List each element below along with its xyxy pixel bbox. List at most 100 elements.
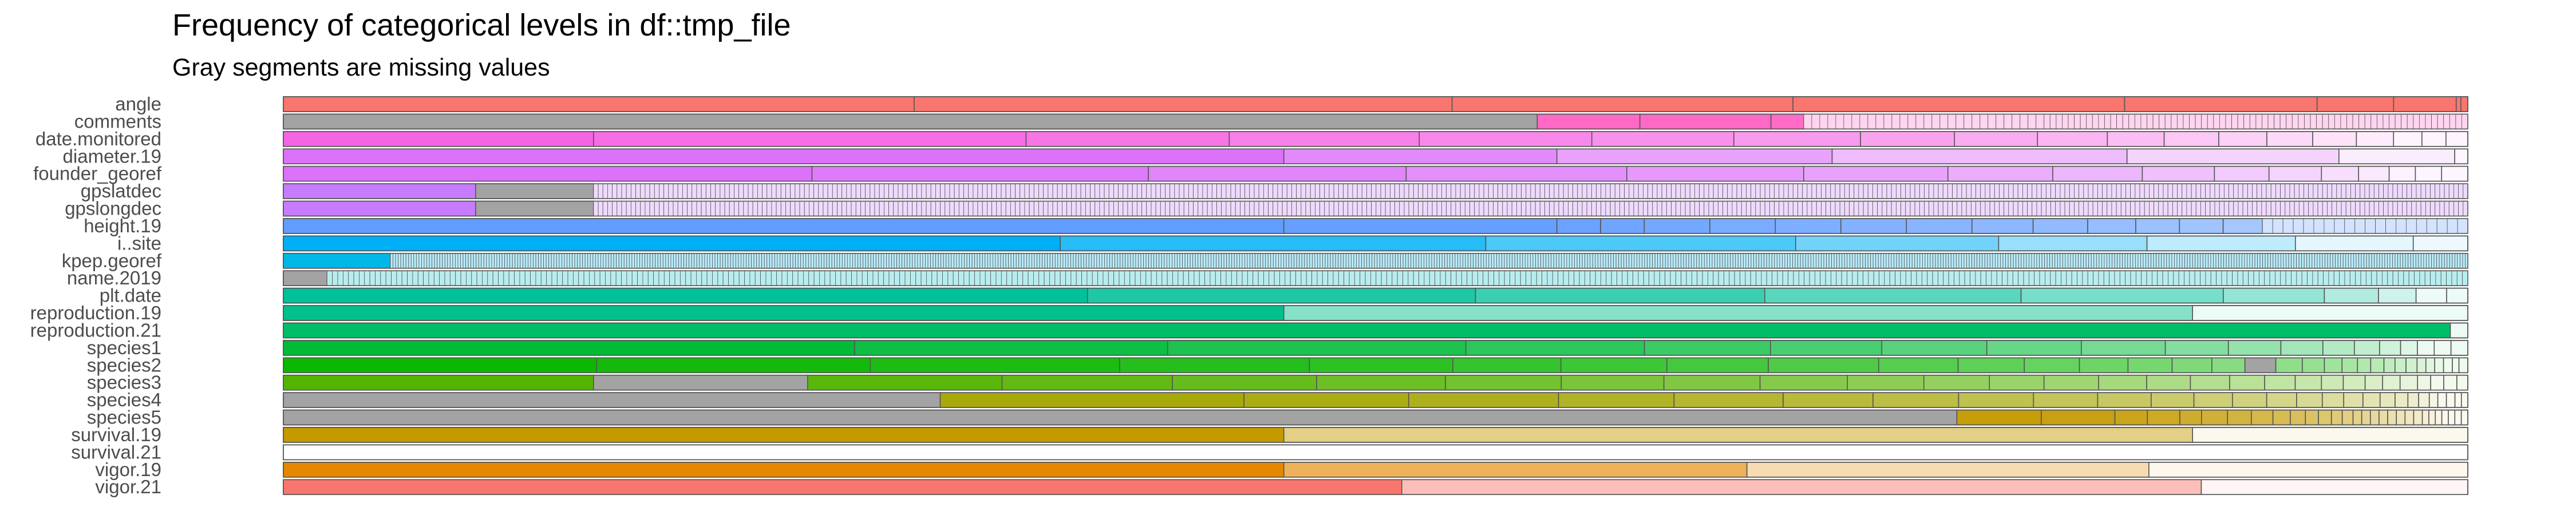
bar-segment [1657, 253, 1661, 269]
bar-segment [1894, 253, 1897, 269]
bar-segment [1863, 183, 1868, 199]
bar-segment [618, 253, 622, 269]
bar-segment [840, 270, 847, 286]
bar-segment [1455, 201, 1461, 216]
bar-segment [2107, 253, 2110, 269]
bar-segment [1464, 183, 1470, 199]
bar-segment [2387, 409, 2397, 426]
bar-segment [1123, 201, 1128, 216]
bar-segment [2087, 218, 2136, 234]
bar-outline [283, 340, 2468, 356]
bar-segment [1884, 270, 1890, 286]
bar-segment [2393, 131, 2423, 147]
bar-segment [2392, 253, 2396, 269]
bar-segment [1057, 253, 1061, 269]
bar-segment [391, 270, 397, 286]
bar-segment [2443, 357, 2453, 374]
bar-segment [926, 270, 933, 286]
bar-segment [1807, 201, 1812, 216]
bar-segment [931, 270, 938, 286]
bar-segment [447, 253, 451, 269]
bar-segment [935, 253, 939, 269]
bar-segment [752, 201, 758, 216]
bar-segment [958, 270, 965, 286]
bar-segment [2125, 270, 2131, 286]
bar-segment [2064, 183, 2070, 199]
bar-segment [2460, 96, 2468, 112]
bar-segment [1000, 253, 1003, 269]
bar-segment [858, 253, 861, 269]
bar-segment [1316, 374, 1446, 391]
bar-segment [2273, 253, 2276, 269]
bar-segment [2421, 131, 2447, 147]
bar-segment [1647, 253, 1650, 269]
bar-segment [1441, 253, 1445, 269]
bar-segment [2210, 253, 2214, 269]
bar-segment [2309, 253, 2313, 269]
bar-segment [1020, 183, 1025, 199]
bar-segment [1327, 253, 1331, 269]
bar-segment [2148, 462, 2468, 478]
bar-segment [1080, 201, 1086, 216]
bar-segment [743, 253, 746, 269]
bar-segment [1330, 253, 1334, 269]
bar-segment [1174, 183, 1180, 199]
bar-segment [1211, 183, 1217, 199]
bar-segment [1531, 270, 1537, 286]
bar-segment [1857, 270, 1863, 286]
bar-segment [1402, 253, 1406, 269]
bar-segment [548, 253, 552, 269]
bar-segment [1741, 183, 1747, 199]
bar-segment [1161, 270, 1168, 286]
bar-segment [947, 270, 954, 286]
bar-segment [1814, 270, 1821, 286]
bar-segment [1247, 270, 1254, 286]
bar-segment [959, 253, 962, 269]
bar-segment [2332, 183, 2337, 199]
bar-segment [1411, 253, 1414, 269]
bar-segment [283, 462, 1285, 478]
bar-segment [1971, 218, 2034, 234]
bar-segment [1889, 270, 1896, 286]
bar-segment [1366, 201, 1372, 216]
bar-segment [1515, 270, 1521, 286]
bar-segment [2304, 253, 2308, 269]
bar-segment [503, 270, 509, 286]
bar-segment [2435, 201, 2440, 216]
bar-segment [283, 218, 1285, 234]
bar-segment [1037, 253, 1040, 269]
bar-segment [393, 253, 396, 269]
bar-segment [2458, 201, 2464, 216]
bar-segment [1317, 270, 1323, 286]
bar-segment [982, 183, 987, 199]
bar-segment [1507, 183, 1512, 199]
bar-segment [2135, 218, 2180, 234]
bar-segment [1722, 253, 1726, 269]
bar-segment [2158, 253, 2162, 269]
bar-segment [2362, 392, 2381, 408]
y-tick-label: name.2019 [67, 267, 161, 288]
bar-segment [1015, 183, 1021, 199]
bar-segment [2457, 253, 2460, 269]
bar-segment [1340, 253, 1344, 269]
bar-segment [1592, 253, 1596, 269]
bar-segment [710, 201, 716, 216]
bar-segment [1033, 201, 1039, 216]
bar-segment [2378, 287, 2417, 304]
bar-segment [1826, 253, 1830, 269]
bar-segment [804, 183, 809, 199]
bar-segment [1919, 253, 1923, 269]
bar-segment [1961, 183, 1967, 199]
bar-segment [1671, 183, 1677, 199]
bar-segment [1989, 374, 2045, 391]
bar-segment [772, 253, 775, 269]
bar-segment [1195, 253, 1199, 269]
bar-segment [1140, 270, 1147, 286]
bar-segment [2452, 253, 2455, 269]
bar-outline [283, 218, 2468, 234]
bar-segment [1208, 253, 1211, 269]
bar-segment [1344, 270, 1350, 286]
bar-segment [1382, 253, 1385, 269]
bar-segment [629, 253, 633, 269]
bar-segment [1381, 270, 1387, 286]
